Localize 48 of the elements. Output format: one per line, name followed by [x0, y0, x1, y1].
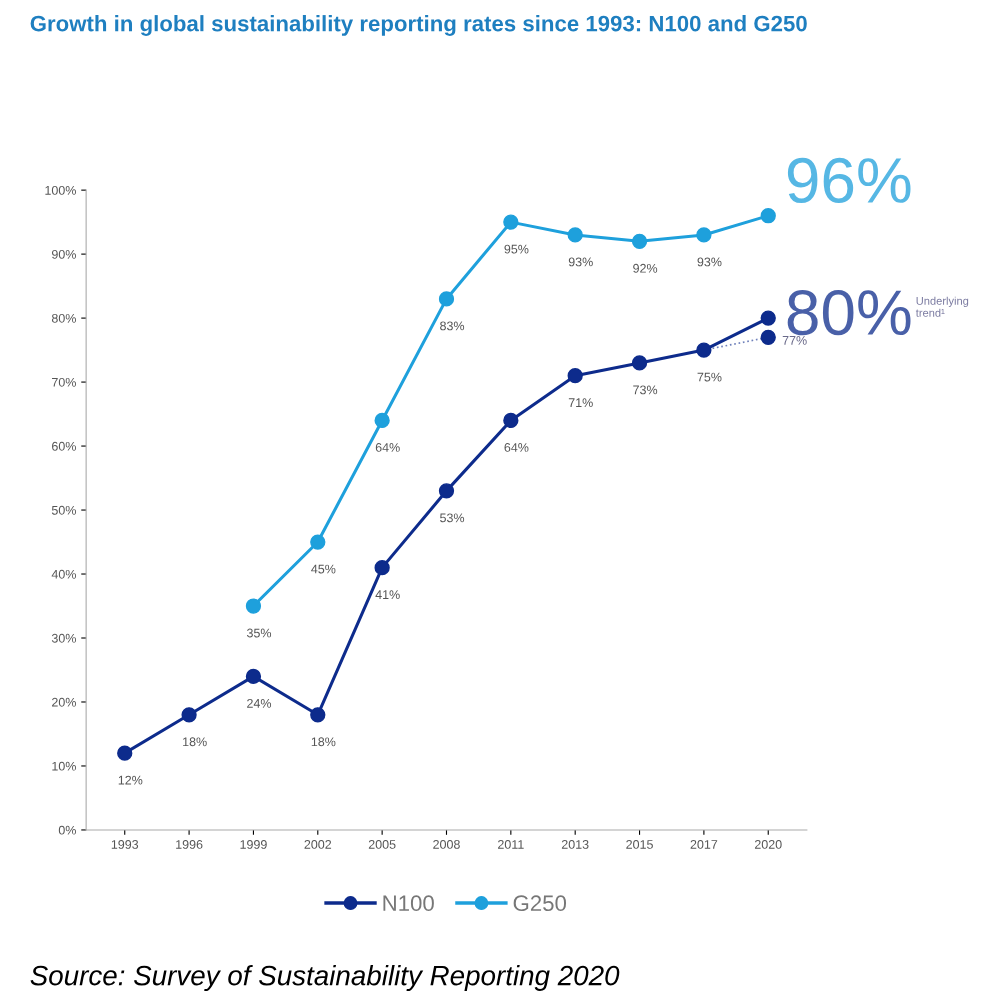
data-label: 80%: [787, 290, 911, 336]
data-label: 24%: [247, 698, 272, 708]
x-tick-label: 2002: [304, 840, 332, 849]
data-label: 77%: [782, 336, 807, 345]
data-label: 35%: [246, 628, 272, 638]
x-tick-label: 1993: [111, 840, 139, 849]
chart-title: Growth in global sustainability reporting rates since 1993: N100 and G250: [30, 15, 807, 36]
data-label: 64%: [504, 443, 529, 452]
data-label: 41%: [375, 590, 400, 599]
data-label: 64%: [375, 443, 400, 452]
data-label: 93%: [568, 257, 593, 267]
x-tick-label: 2017: [690, 840, 718, 849]
y-tick-label: 50%: [51, 505, 76, 515]
y-tick-label: 60%: [52, 441, 76, 451]
data-label: 95%: [504, 244, 529, 254]
x-tick-label: 2020: [754, 840, 782, 849]
x-tick-label: 2008: [433, 840, 460, 849]
data-label: 18%: [183, 737, 207, 747]
legend-label: G250: [513, 895, 567, 912]
data-label: 96%: [787, 157, 911, 204]
y-tick-label: 10%: [52, 761, 76, 771]
data-label: 83%: [440, 321, 465, 331]
data-label: 75%: [697, 372, 722, 382]
y-tick-label: 90%: [51, 249, 76, 259]
x-tick-label: 2015: [626, 840, 653, 849]
data-label: 18%: [311, 737, 336, 747]
x-tick-label: 2011: [498, 840, 524, 849]
y-tick-label: 80%: [51, 313, 76, 323]
source-note: Source: Survey of Sustainability Reporting 2020: [30, 965, 620, 991]
data-label: 45%: [311, 564, 336, 574]
data-label: 53%: [440, 513, 465, 523]
x-tick-label: 1996: [176, 840, 203, 849]
data-label: 73%: [633, 385, 658, 395]
y-tick-label: 0%: [58, 825, 76, 835]
x-tick-label: 2013: [561, 840, 589, 849]
y-tick-label: 30%: [51, 633, 76, 643]
x-tick-label: 2005: [368, 840, 396, 849]
y-tick-label: 20%: [52, 697, 76, 707]
y-tick-label: 100%: [45, 185, 76, 195]
text: Underlying trend¹: [915, 296, 969, 317]
data-label: 92%: [633, 263, 658, 273]
y-tick-label: 40%: [51, 569, 76, 579]
data-label: 93%: [697, 257, 722, 267]
data-label: 12%: [118, 775, 143, 785]
x-tick-label: 1999: [240, 840, 267, 849]
data-label: 71%: [568, 398, 593, 408]
y-tick-label: 70%: [52, 377, 76, 387]
legend-label: N100: [383, 895, 434, 912]
